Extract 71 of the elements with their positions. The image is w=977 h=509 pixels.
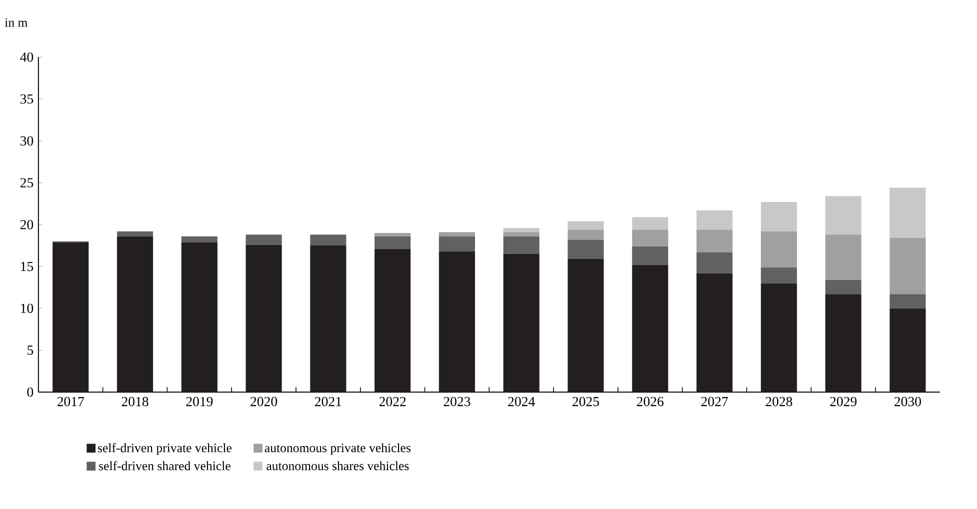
x-tick-label: 2028: [766, 396, 792, 406]
bar: [374, 248, 411, 392]
bar: [825, 196, 862, 234]
bar: [116, 231, 154, 236]
bar: [246, 244, 282, 392]
bar: [310, 245, 346, 392]
x-tick-label: 2029: [830, 396, 857, 406]
x-tick-label: 2017: [57, 396, 84, 406]
x-tick-label: 2027: [701, 396, 728, 406]
x-tick-label: 2020: [250, 396, 278, 406]
bar: [760, 231, 797, 268]
bar: [632, 216, 668, 230]
bar: [825, 234, 862, 280]
bar: [696, 210, 733, 230]
bar: [696, 252, 733, 274]
bar: [568, 221, 604, 230]
bar: [438, 251, 475, 392]
x-tick-label: 2019: [186, 396, 213, 406]
bar: [374, 236, 411, 249]
legend-label: autonomous shares vehicles: [266, 461, 409, 470]
bar: [503, 232, 540, 236]
x-tick-label: 2026: [636, 396, 664, 406]
bar: [438, 232, 475, 236]
y-tick-label: 40: [20, 52, 34, 62]
bar: [503, 254, 540, 392]
y-tick-label: 30: [20, 136, 34, 146]
bar: [890, 294, 926, 308]
y-tick-label: 10: [21, 304, 34, 313]
bar: [503, 236, 540, 254]
bar: [890, 188, 926, 238]
y-tick-label: 20: [20, 220, 34, 230]
legend-label: self-driven shared vehicle: [99, 460, 230, 470]
bar: [116, 236, 154, 392]
x-tick-label: 2023: [444, 396, 470, 406]
bar: [825, 294, 862, 392]
bar: [890, 308, 926, 392]
x-tick-label: 2022: [379, 396, 406, 406]
bar: [246, 234, 282, 245]
y-tick-label: 25: [20, 178, 34, 188]
bar: [181, 236, 218, 242]
y-tick-label: 15: [21, 262, 34, 271]
bar: [568, 258, 604, 392]
bar: [568, 240, 604, 259]
x-tick-label: 2024: [508, 396, 535, 406]
bar: [632, 246, 668, 265]
y-tick-label: 5: [28, 345, 34, 355]
y-axis-title: in m: [4, 18, 28, 27]
bar: [632, 229, 668, 246]
y-tick-label: 35: [20, 94, 34, 104]
x-tick-label: 2018: [122, 396, 148, 406]
y-tick-label: 0: [27, 387, 34, 397]
x-tick-label: 2025: [572, 396, 600, 406]
bar: [696, 273, 733, 392]
legend-label: self-driven private vehicle: [98, 442, 232, 455]
bar: [374, 232, 411, 236]
bar: [890, 238, 926, 294]
bar: [760, 283, 797, 392]
bar: [52, 242, 89, 392]
legend-label: autonomous private vehicles: [264, 443, 411, 455]
bar: [760, 202, 797, 232]
bar: [568, 229, 604, 240]
bar: [825, 280, 862, 294]
bar: [181, 242, 218, 392]
bar: [310, 234, 346, 246]
x-tick-label: 2021: [314, 396, 342, 406]
bar: [760, 267, 797, 284]
bar: [503, 228, 540, 232]
bar: [632, 264, 668, 392]
bar: [696, 229, 733, 252]
x-tick-label: 2030: [894, 396, 921, 406]
bar: [438, 236, 475, 252]
